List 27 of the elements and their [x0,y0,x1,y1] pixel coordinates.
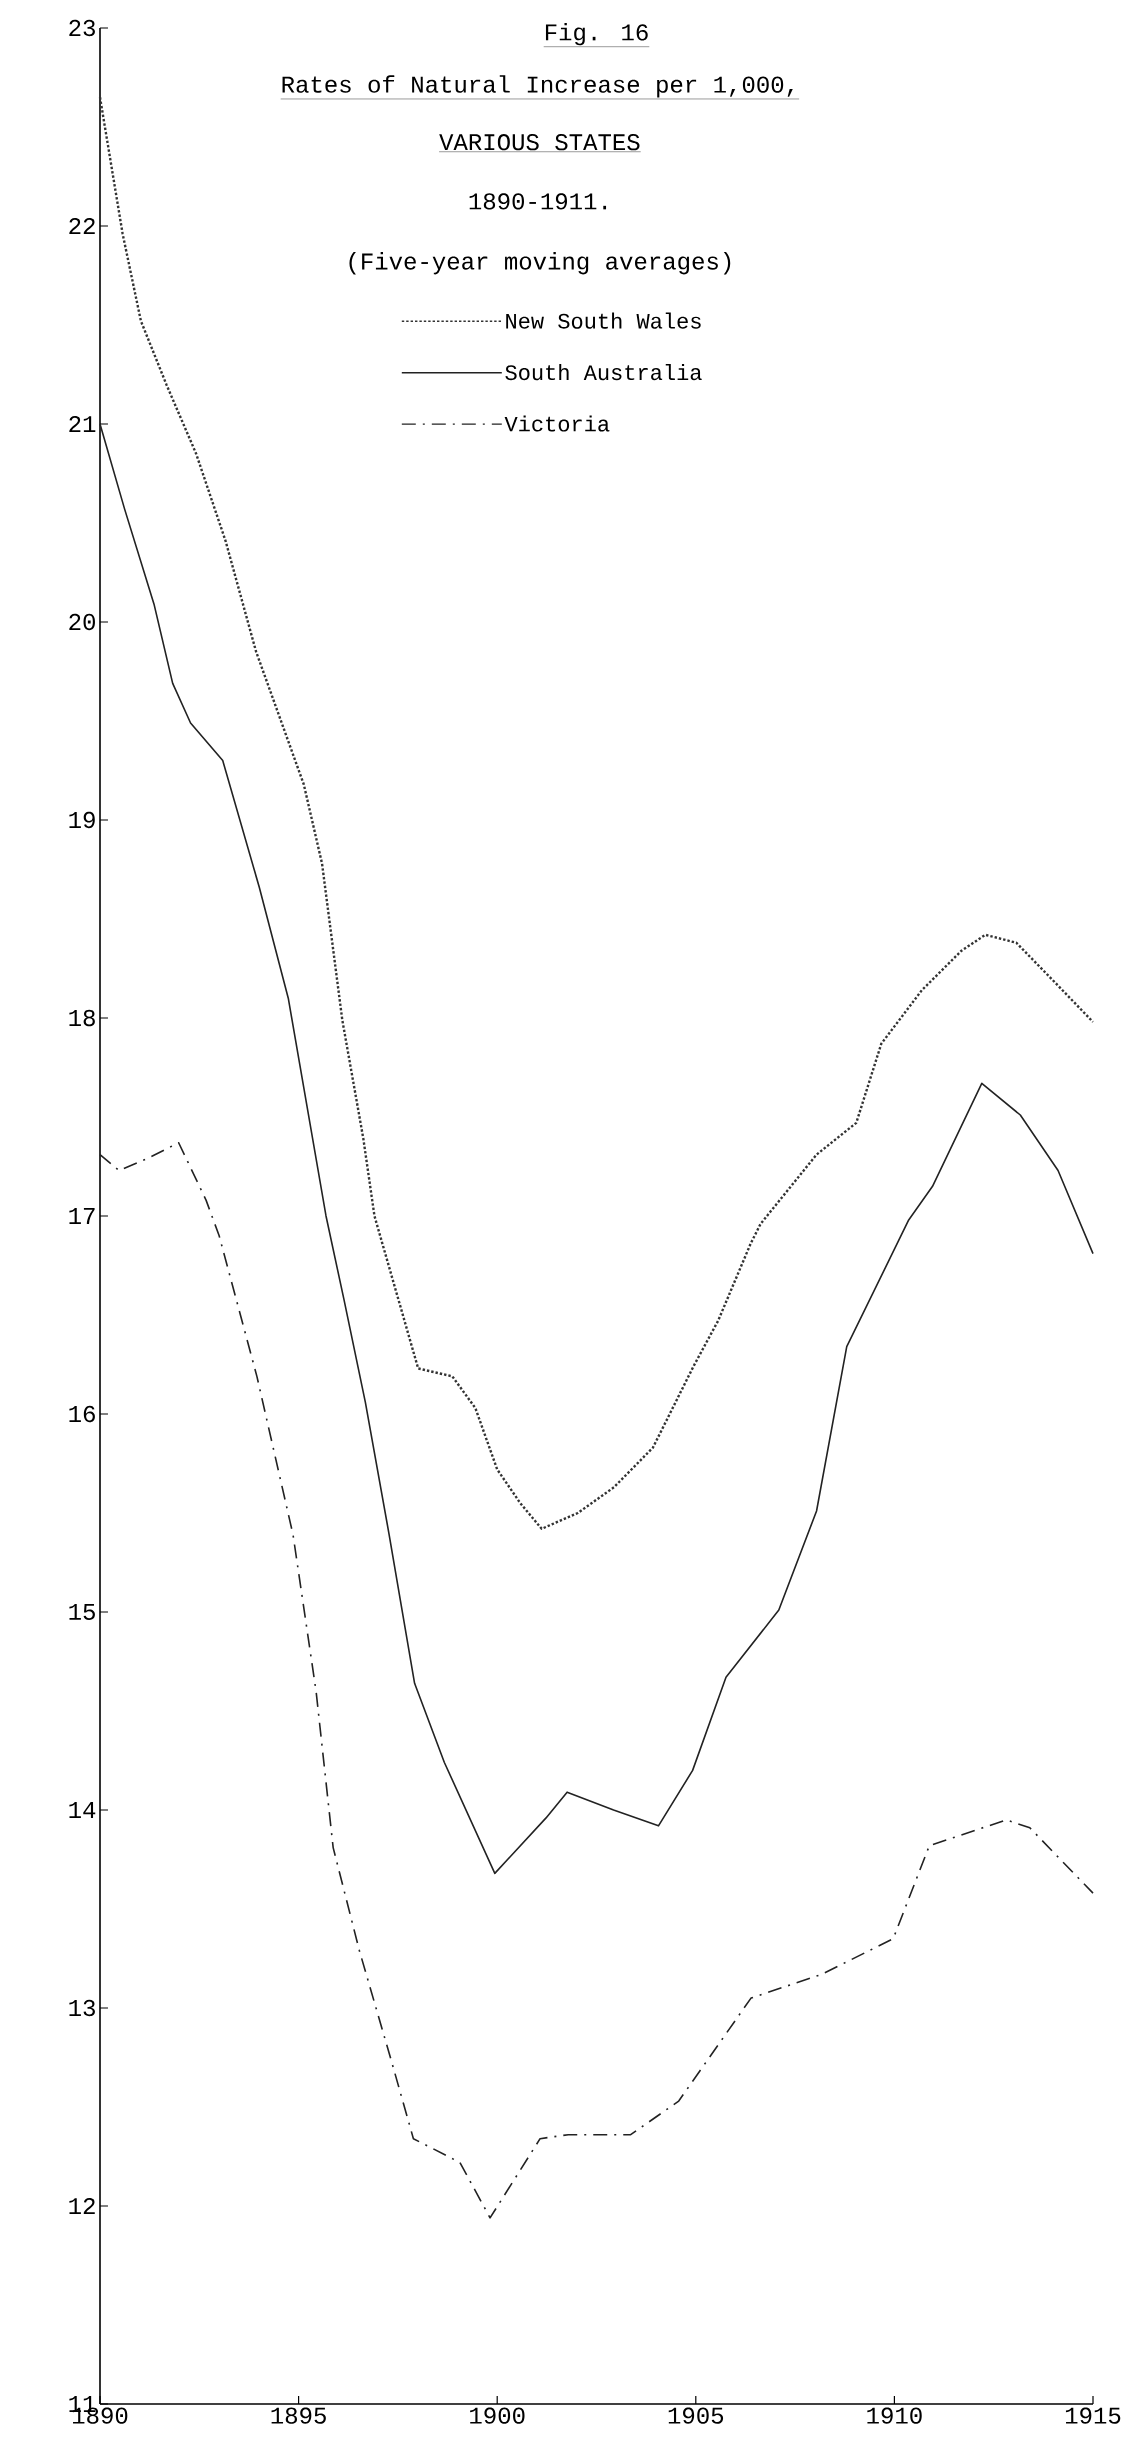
x-tick-label: 1905 [668,2407,724,2424]
legend-label: New South Wales [506,312,701,329]
y-tick-label: 23 [69,19,95,37]
y-tick-label: 14 [69,1802,96,1818]
y-tick-label: 13 [69,1999,95,2017]
y-tick-label: 18 [69,1009,95,1027]
y-tick-label: 12 [69,2197,95,2215]
x-tick-label: 1900 [470,2407,525,2424]
text: VARIOUS STATES [439,134,640,151]
line-series [99,1141,1094,2219]
y-tick-label: 17 [69,1208,95,1224]
y-tick-label: 16 [69,1405,95,1423]
x-tick-label: 1910 [867,2407,922,2424]
y-tick-label: 21 [69,415,96,433]
legend-label: South Australia [505,363,702,381]
text: Rates of Natural Increase per 1,000, [282,75,793,98]
y-tick-label: 19 [69,811,95,829]
annotation: Fig. 16 [545,22,648,46]
line-series [98,96,1095,1531]
legend-label: Victoria [504,415,610,432]
x-tick-label: 1915 [1065,2407,1121,2424]
x-tick-label: 1895 [271,2407,326,2424]
y-tick-label: 20 [69,613,95,631]
annotation: (Five-year moving averages) [349,252,731,275]
y-tick-label: 22 [69,217,95,235]
y-tick-label: 15 [69,1603,95,1621]
annotation: 1890-1911. [469,193,606,210]
